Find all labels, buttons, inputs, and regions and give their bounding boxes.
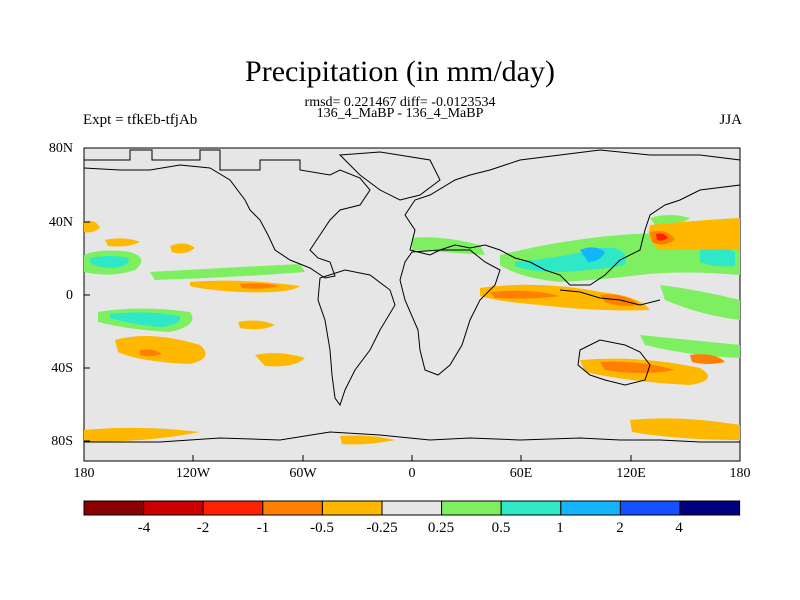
negative-anomaly-patch — [105, 238, 140, 247]
experiment-label: Expt = tfkEb-tfjAb — [83, 112, 198, 128]
colorbar-label: 4 — [675, 520, 683, 536]
lat-label: 0 — [66, 288, 73, 303]
colorbar-label: -1 — [256, 520, 270, 536]
negative-anomaly-patch — [255, 353, 305, 367]
colorbar-swatch — [619, 500, 681, 516]
colorbar-swatch — [441, 500, 502, 516]
colorbar-swatch — [679, 500, 741, 516]
negative-anomaly-patch — [240, 283, 280, 289]
positive-anomaly-patch — [90, 256, 129, 268]
lat-label: 80S — [51, 434, 73, 449]
positive-anomaly-patch — [580, 247, 605, 262]
positive-anomaly-patch — [640, 335, 740, 358]
positive-anomaly-patch — [110, 312, 181, 327]
colorbar-swatch — [143, 500, 204, 516]
antarctica-outline — [84, 431, 740, 443]
colorbar-swatch — [500, 500, 562, 516]
lon-label: 180 — [73, 466, 95, 481]
south-america-outline — [317, 269, 396, 407]
australia-outline — [577, 339, 651, 386]
negative-anomaly-patch — [170, 243, 195, 254]
indonesia-outline — [559, 289, 661, 306]
lat-label: 40N — [48, 215, 73, 230]
colorbar-label: -0.25 — [366, 520, 398, 536]
lon-label: 180 — [729, 466, 751, 481]
negative-anomaly-patch — [84, 427, 200, 442]
lon-label: 0 — [408, 466, 416, 481]
colorbar-swatch — [321, 500, 383, 516]
colorbar-label: 1 — [556, 520, 564, 536]
positive-anomaly-patch — [700, 247, 735, 267]
negative-anomaly-patch — [84, 220, 100, 233]
negative-anomaly-patch — [238, 320, 275, 330]
colorbar-label: 2 — [616, 520, 624, 536]
colorbar-swatch — [83, 500, 145, 516]
colorbar-label: -2 — [196, 520, 210, 536]
lon-label: 120W — [175, 466, 211, 481]
case-subtitle: 136_4_MaBP - 136_4_MaBP — [316, 106, 484, 121]
plot-title: Precipitation (in mm/day) — [245, 55, 555, 88]
negative-anomaly-patch — [630, 418, 740, 440]
colorbar-swatch — [381, 500, 443, 516]
negative-anomaly-patch — [648, 218, 740, 250]
positive-anomaly-patch — [150, 264, 305, 280]
positive-anomaly-patch — [660, 285, 740, 320]
negative-anomaly-patch — [340, 435, 395, 445]
lat-label: 40S — [51, 361, 73, 376]
colorbar-swatch — [202, 500, 264, 516]
negative-anomaly-patch — [690, 354, 725, 364]
coastlines — [83, 149, 741, 443]
colorbar — [83, 500, 741, 516]
colorbar-label: 0.25 — [427, 520, 455, 536]
lon-label: 60E — [509, 466, 533, 481]
anomaly-patches — [84, 215, 740, 445]
negative-anomaly-patch — [490, 290, 560, 299]
colorbar-label: -0.5 — [310, 520, 334, 536]
negative-anomaly-patch — [140, 349, 162, 357]
europe-asia-outline — [404, 149, 741, 286]
lon-label: 120E — [616, 466, 646, 481]
season-label: JJA — [719, 112, 742, 128]
africa-outline — [399, 249, 501, 376]
north-america-outline — [83, 149, 371, 279]
colorbar-swatch — [262, 500, 323, 516]
lat-label: 80N — [48, 141, 73, 156]
colorbar-label: -4 — [137, 520, 151, 536]
greenland-outline — [338, 151, 441, 201]
axis-ticks — [84, 147, 632, 461]
negative-anomaly-patch — [656, 233, 668, 241]
stats-subtitle: rmsd= 0.221467 diff= -0.0123534 — [304, 95, 496, 110]
negative-anomaly-patch — [115, 336, 206, 364]
lon-label: 60W — [289, 466, 317, 481]
colorbar-swatch — [560, 500, 621, 516]
negative-anomaly-patch — [600, 361, 675, 373]
colorbar-label: 0.5 — [491, 520, 511, 536]
